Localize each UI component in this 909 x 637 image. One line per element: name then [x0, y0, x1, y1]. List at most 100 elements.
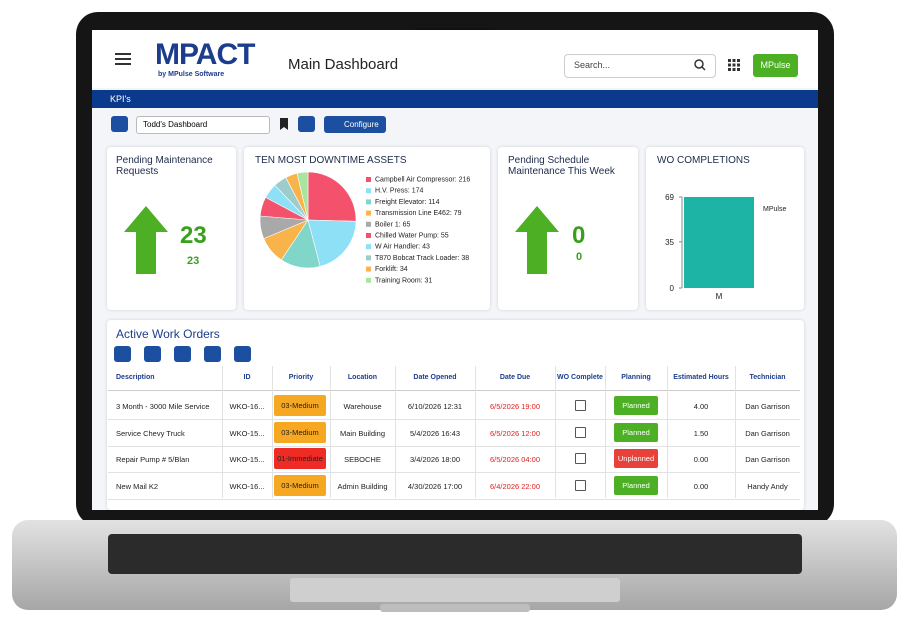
table-cell: 3 Month - 3000 Mile Service [116, 402, 210, 411]
list-button[interactable] [111, 116, 128, 132]
table-cell: Handy Andy [747, 481, 788, 491]
checkbox [575, 453, 586, 464]
y-tick-label: 0 [670, 284, 675, 293]
x-tick-label: M [716, 292, 723, 301]
user-button[interactable]: MPulse [753, 54, 798, 77]
table-cell: 03-Medium [274, 395, 326, 416]
widget-title: Pending Maintenance Requests [116, 155, 213, 177]
table-cell: 6/10/2026 12:31 [407, 402, 463, 411]
table-cell: Dan Garrison [745, 402, 790, 411]
table-row [108, 473, 800, 500]
pie-slice [296, 171, 309, 221]
kpi-bar [92, 90, 818, 108]
kpi-sub-value: 23 [187, 255, 200, 267]
column-header: Priority [288, 374, 314, 381]
column-divider [667, 366, 668, 498]
column-divider [395, 366, 396, 498]
column-header: Estimated Hours [673, 374, 729, 381]
table-cell: Service Chevy Truck [116, 428, 185, 438]
search-icon[interactable] [693, 58, 707, 72]
configure-button[interactable]: Configure [324, 116, 386, 133]
kpi-sub-value: 0 [576, 251, 583, 263]
table-cell: Planned [614, 422, 658, 442]
column-divider [222, 366, 223, 498]
up-arrow [124, 206, 168, 274]
add-button[interactable] [114, 346, 131, 362]
table-cell: WKO-15... [229, 455, 265, 464]
table-cell: Dan Garrison [745, 428, 790, 438]
table-cell: 1.50 [693, 428, 709, 438]
table-cell: 3/4/2026 18:00 [409, 455, 461, 464]
legend-swatch [366, 233, 371, 238]
pie-slice [307, 219, 357, 267]
upload-button[interactable] [204, 346, 221, 362]
table-cell: Dan Garrison [745, 455, 790, 464]
checkbox [575, 479, 586, 491]
search-box[interactable] [564, 54, 716, 78]
table-cell: WKO-16... [229, 402, 265, 411]
column-header: Date Due [499, 374, 531, 381]
pie-slice [307, 171, 357, 222]
y-tick-label: 35 [665, 238, 674, 247]
legend-swatch [366, 266, 371, 272]
kpi-label: KPI's [110, 94, 131, 104]
table-cell: Admin Building [337, 481, 388, 491]
table-cell: 6/5/2026 04:00 [489, 455, 541, 464]
logo-sub: by MPulse Software [158, 71, 225, 78]
table-cell: 01-Immediate [274, 448, 326, 469]
column-divider [330, 366, 331, 498]
column-header: WO Complete [557, 374, 603, 381]
logo: MPACT [155, 38, 255, 71]
legend-label: Freight Elevator: 114 [375, 199, 440, 206]
legend-label: Forklift: 34 [375, 266, 408, 273]
table-cell: 03-Medium [274, 474, 326, 496]
search-placeholder: Search... [574, 60, 611, 70]
legend-swatch [366, 177, 371, 182]
bar [684, 197, 754, 288]
checkbox [575, 400, 586, 411]
widget-title: TEN MOST DOWNTIME ASSETS [255, 155, 407, 166]
column-header: Location [347, 374, 378, 381]
bar-chart: 0 35 69 M MPulse [665, 193, 786, 301]
table-cell: 5/4/2026 16:43 [409, 428, 461, 438]
legend-label: Training Room: 31 [375, 277, 432, 284]
pie-chart: Campbell Air Compressor: 216 H.V. Press: … [259, 171, 470, 284]
apps-icon[interactable] [728, 59, 740, 71]
table-cell: WKO-15... [229, 428, 265, 438]
table-cell: New Mail K2 [116, 481, 159, 491]
column-header: Planning [621, 374, 651, 381]
legend-label: Chilled Water Pump: 55 [375, 233, 449, 240]
history-button[interactable] [234, 346, 251, 362]
menu-icon[interactable] [115, 52, 133, 66]
widget-title: Pending Schedule Maintenance This Week [508, 155, 615, 177]
legend-label: H.V. Press: 174 [375, 188, 423, 195]
table-cell: Planned [614, 475, 658, 495]
up-arrow [515, 206, 559, 274]
legend-swatch [366, 255, 371, 261]
table-cell: Main Building [339, 428, 386, 438]
y-tick-label: 69 [665, 193, 674, 202]
table-cell: 6/4/2026 22:00 [489, 481, 541, 491]
table-cell: 6/5/2026 12:00 [489, 428, 541, 438]
page-title: Main Dashboard [288, 56, 399, 73]
edit-button[interactable] [144, 346, 161, 362]
filter-button[interactable] [298, 116, 315, 132]
table-cell: 6/5/2026 19:00 [489, 402, 541, 411]
table-cell: 03-Medium [274, 421, 326, 443]
dashboard-select[interactable]: Todd's Dashboard [136, 116, 270, 134]
view-button[interactable] [174, 346, 191, 362]
column-divider [475, 366, 476, 498]
bookmark-icon[interactable] [279, 117, 289, 131]
table-cell: Repair Pump # 5/Blan [116, 455, 190, 464]
table-cell: Unplanned [614, 449, 658, 468]
column-divider [272, 366, 273, 498]
column-header: Description [116, 374, 155, 381]
kpi-value: 0 [572, 222, 586, 249]
legend-label: Transmission Line E462: 79 [375, 210, 462, 217]
column-header: ID [243, 374, 251, 381]
table-cell: 0.00 [693, 455, 709, 464]
legend-label: MPulse [763, 206, 786, 213]
table-header-row [108, 366, 800, 391]
column-divider [605, 366, 606, 498]
